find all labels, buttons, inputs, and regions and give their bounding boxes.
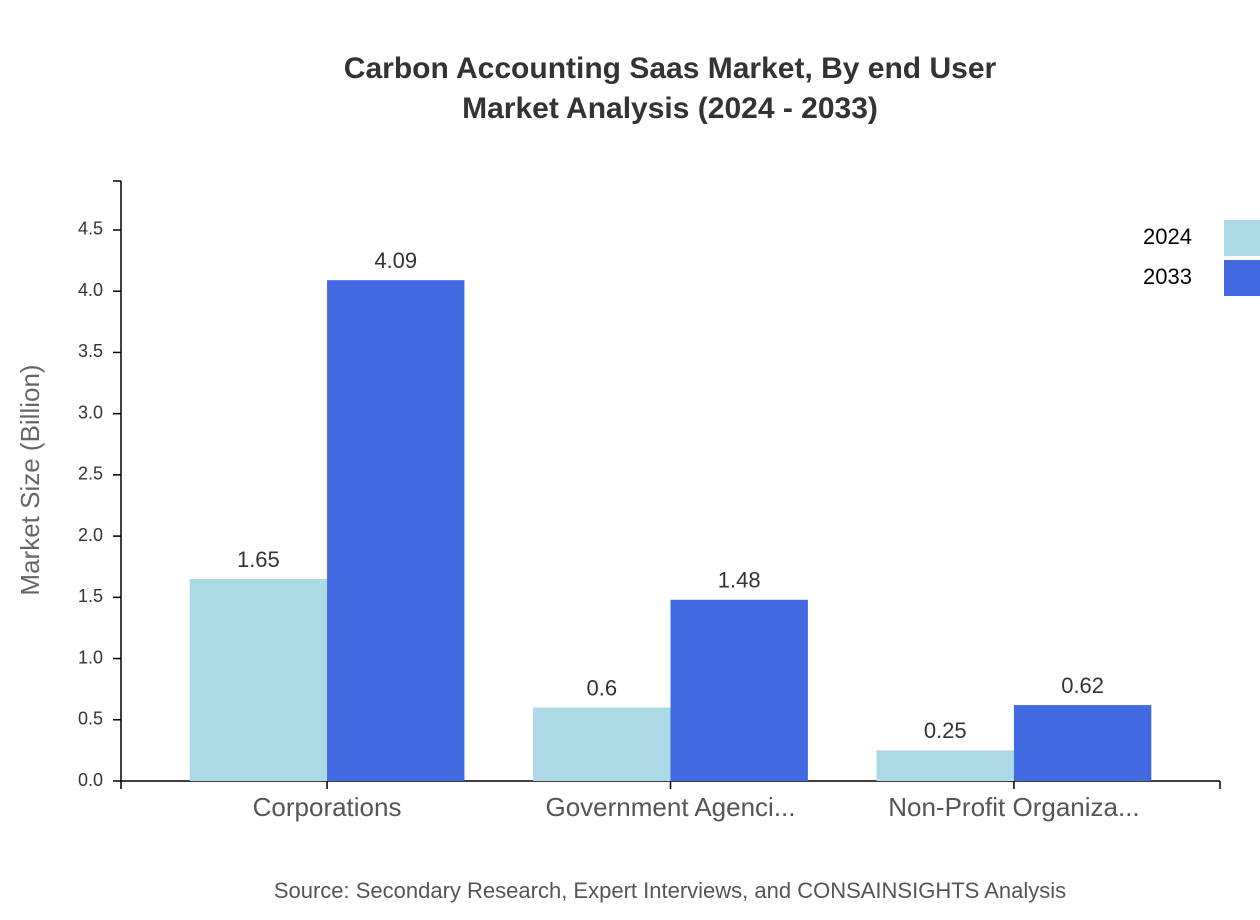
y-tick-label: 3.5 [78, 341, 103, 361]
x-tick-label: Corporations [253, 792, 402, 822]
bar [533, 707, 671, 781]
y-tick-label: 2.0 [78, 525, 103, 545]
bar [876, 750, 1014, 781]
y-tick-label: 0.5 [78, 709, 103, 729]
data-label: 4.09 [374, 248, 417, 273]
y-tick-label: 2.5 [78, 464, 103, 484]
data-label: 0.25 [924, 718, 967, 743]
bar [670, 599, 808, 781]
y-tick-label: 1.5 [78, 586, 103, 606]
chart-subtitle: Market Analysis (2024 - 2033) [462, 92, 878, 125]
y-tick-label: 4.0 [78, 280, 103, 300]
bar [1013, 705, 1152, 781]
y-tick-label: 0.0 [78, 770, 103, 790]
y-axis-label: Market Size (Billion) [15, 364, 45, 595]
legend-swatch [1224, 220, 1260, 256]
legend-swatch [1224, 260, 1260, 296]
y-tick-label: 3.0 [78, 402, 103, 422]
legend-label: 2033 [1143, 264, 1192, 289]
y-tick-label: 1.0 [78, 647, 103, 667]
chart-title: Carbon Accounting Saas Market, By end Us… [344, 52, 997, 85]
x-tick-label: Government Agenci... [545, 792, 795, 822]
y-tick-label: 4.5 [78, 219, 103, 239]
data-label: 1.48 [718, 568, 761, 593]
x-tick-label: Non-Profit Organiza... [888, 792, 1139, 822]
bar [327, 280, 465, 781]
source-note: Source: Secondary Research, Expert Inter… [274, 878, 1066, 903]
bar [189, 578, 328, 781]
data-label: 0.6 [587, 675, 618, 700]
data-label: 0.62 [1061, 673, 1104, 698]
legend-label: 2024 [1143, 224, 1192, 249]
data-label: 1.65 [237, 547, 280, 572]
